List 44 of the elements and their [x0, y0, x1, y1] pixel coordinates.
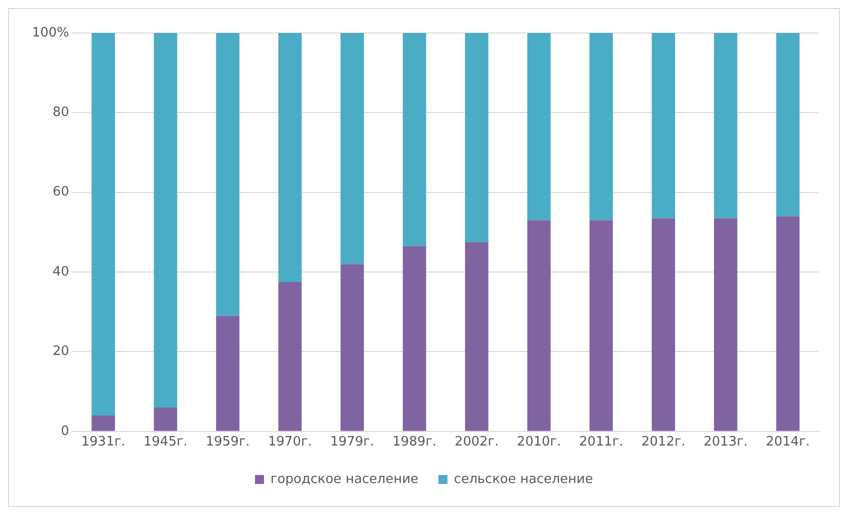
y-tick-label: 40 — [52, 264, 70, 280]
bar — [216, 316, 240, 431]
bar — [340, 264, 364, 431]
bar — [714, 218, 738, 431]
x-tick-label: 1979г. — [330, 434, 374, 450]
bar — [714, 33, 738, 218]
x-tick-label: 2010г. — [516, 434, 561, 450]
bar — [278, 33, 302, 282]
bar — [776, 33, 800, 216]
bar — [154, 33, 178, 408]
y-tick-label: 100% — [32, 25, 70, 40]
legend-label: сельское население — [454, 472, 594, 487]
x-tick-label: 1970г. — [268, 434, 312, 450]
bar — [92, 415, 115, 431]
bar — [465, 242, 488, 431]
bar — [776, 216, 800, 431]
y-tick-label: 60 — [52, 184, 70, 200]
y-tick-label: 20 — [52, 344, 70, 360]
legend-label: городское население — [270, 472, 418, 487]
bar — [652, 33, 676, 218]
bar — [216, 33, 240, 316]
bar — [652, 218, 676, 431]
bar — [340, 33, 364, 264]
bar — [527, 33, 551, 220]
bar — [527, 220, 551, 431]
x-tick-label: 2012г. — [641, 434, 686, 450]
x-tick-label: 1931г. — [81, 434, 126, 450]
x-tick-label: 2013г. — [704, 434, 748, 450]
x-tick-label: 1945г. — [143, 434, 188, 450]
bar — [402, 33, 426, 246]
bar — [465, 33, 488, 242]
y-tick-label: 80 — [52, 105, 70, 120]
bar — [278, 282, 302, 431]
x-tick-label: 1959г. — [206, 434, 250, 450]
bar — [154, 407, 178, 431]
bar — [92, 33, 115, 416]
bar — [590, 220, 613, 431]
bar — [402, 246, 426, 431]
y-tick-label: 0 — [60, 424, 70, 439]
x-tick-label: 1989г. — [392, 434, 436, 450]
bar — [590, 33, 613, 220]
x-tick-label: 2011г. — [579, 434, 624, 450]
x-tick-label: 2002г. — [454, 434, 499, 450]
x-tick-label: 2014г. — [766, 434, 810, 450]
